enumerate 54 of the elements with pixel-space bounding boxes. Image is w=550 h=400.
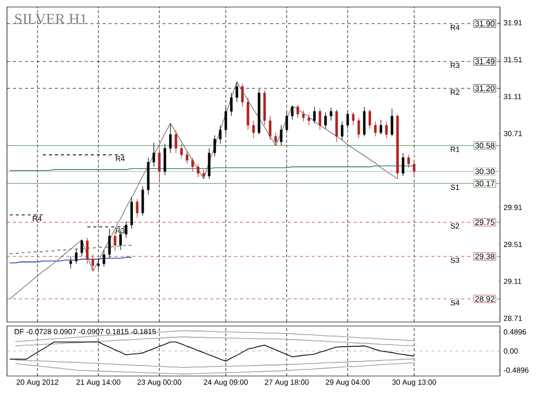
candlestick <box>69 256 72 269</box>
candlestick <box>291 106 294 120</box>
candlestick <box>180 143 183 159</box>
candlestick <box>186 150 188 164</box>
candlestick <box>97 258 100 270</box>
candlestick <box>308 114 310 126</box>
candlestick <box>169 123 172 154</box>
candlestick <box>114 231 116 252</box>
candlestick <box>213 135 216 157</box>
candlestick <box>74 248 78 264</box>
candlestick <box>208 148 210 180</box>
candlestick <box>202 169 205 180</box>
candlestick <box>136 198 138 218</box>
candlestick <box>412 160 416 176</box>
candlestick <box>102 250 106 267</box>
candlestick <box>340 121 344 140</box>
candlestick <box>241 83 244 108</box>
candlestick <box>330 107 332 121</box>
candlestick <box>152 142 156 168</box>
candlestick <box>224 106 228 135</box>
candlestick <box>302 110 305 122</box>
chart-title: SILVER H1 <box>15 14 86 24</box>
candlestick <box>268 116 272 140</box>
candlestick <box>191 157 194 172</box>
candlestick <box>230 92 233 116</box>
candlestick <box>385 121 388 138</box>
candlestick <box>296 104 300 118</box>
candlestick <box>374 121 377 137</box>
candlestick <box>141 186 144 216</box>
candlestick <box>402 152 404 176</box>
candlestick <box>324 112 327 130</box>
candlestick <box>174 130 178 154</box>
candlestick <box>130 196 133 229</box>
candlestick <box>80 239 84 257</box>
candlestick <box>357 118 360 138</box>
candlestick <box>346 110 349 130</box>
candlestick <box>363 106 366 137</box>
candlestick <box>280 124 282 146</box>
candlestick <box>407 154 410 168</box>
candlestick <box>164 143 166 176</box>
candlestick <box>380 119 382 135</box>
candlestick <box>313 106 316 124</box>
candlestick <box>158 148 161 183</box>
candlestick <box>285 111 288 133</box>
candlestick <box>196 164 200 178</box>
candlestick <box>246 97 250 130</box>
candlestick <box>219 124 222 144</box>
candlestick <box>252 120 255 138</box>
candlestick <box>368 109 372 130</box>
candlestick <box>108 228 111 259</box>
candlestick <box>318 108 322 130</box>
candlestick <box>274 132 277 146</box>
candlestick <box>390 108 394 137</box>
candlestick <box>352 112 354 126</box>
